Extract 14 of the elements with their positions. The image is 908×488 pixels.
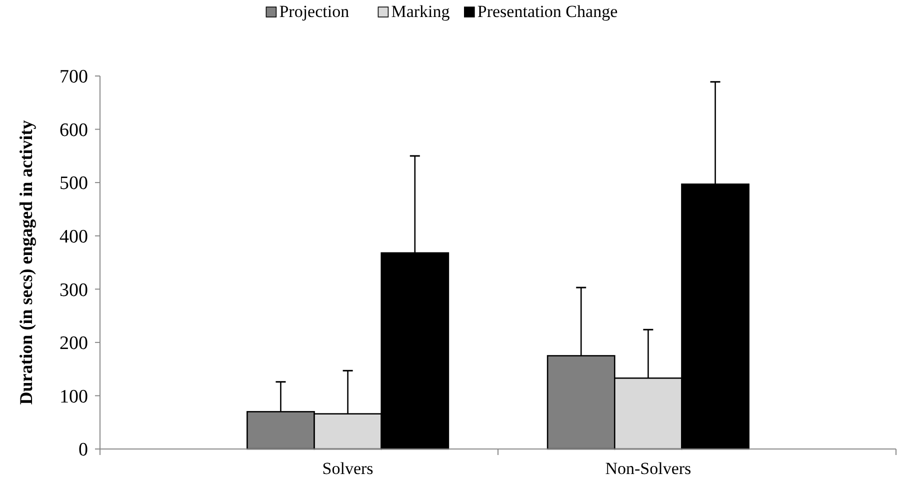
y-tick-label: 0	[78, 440, 88, 461]
y-axis-title: Duration (in secs) engaged in activity	[16, 120, 36, 405]
x-tick-label: Non-Solvers	[605, 459, 692, 478]
legend-label: Marking	[391, 2, 450, 21]
legend-label: Presentation Change	[477, 2, 618, 21]
x-tick-label: Solvers	[322, 459, 374, 478]
legend-label: Projection	[279, 2, 350, 21]
y-tick-label: 100	[60, 386, 88, 408]
y-tick-label: 600	[60, 120, 88, 141]
y-tick-label: 300	[60, 280, 88, 301]
y-tick-label: 500	[60, 173, 88, 194]
y-tick-label: 200	[60, 333, 88, 354]
y-tick-label: 700	[60, 66, 88, 88]
y-tick-label: 400	[60, 226, 88, 248]
